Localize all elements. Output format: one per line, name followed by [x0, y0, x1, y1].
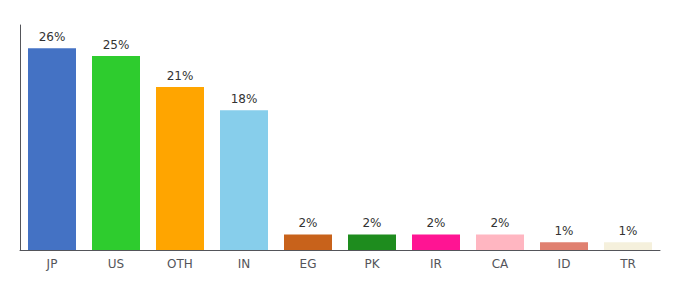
svg-text:18%: 18%: [231, 92, 258, 106]
svg-text:IN: IN: [238, 257, 251, 271]
svg-text:21%: 21%: [167, 69, 194, 83]
svg-text:26%: 26%: [39, 30, 66, 44]
svg-text:2%: 2%: [362, 216, 381, 230]
svg-text:IR: IR: [430, 257, 442, 271]
svg-text:TR: TR: [619, 257, 636, 271]
svg-text:1%: 1%: [618, 224, 637, 238]
svg-text:25%: 25%: [103, 38, 130, 52]
svg-text:ID: ID: [558, 257, 571, 271]
svg-text:US: US: [108, 257, 124, 271]
svg-text:EG: EG: [300, 257, 317, 271]
svg-text:PK: PK: [364, 257, 380, 271]
svg-text:OTH: OTH: [167, 257, 193, 271]
svg-text:2%: 2%: [298, 216, 317, 230]
svg-text:1%: 1%: [554, 224, 573, 238]
svg-text:JP: JP: [46, 257, 58, 271]
svg-text:CA: CA: [492, 257, 509, 271]
svg-text:2%: 2%: [426, 216, 445, 230]
svg-text:2%: 2%: [490, 216, 509, 230]
